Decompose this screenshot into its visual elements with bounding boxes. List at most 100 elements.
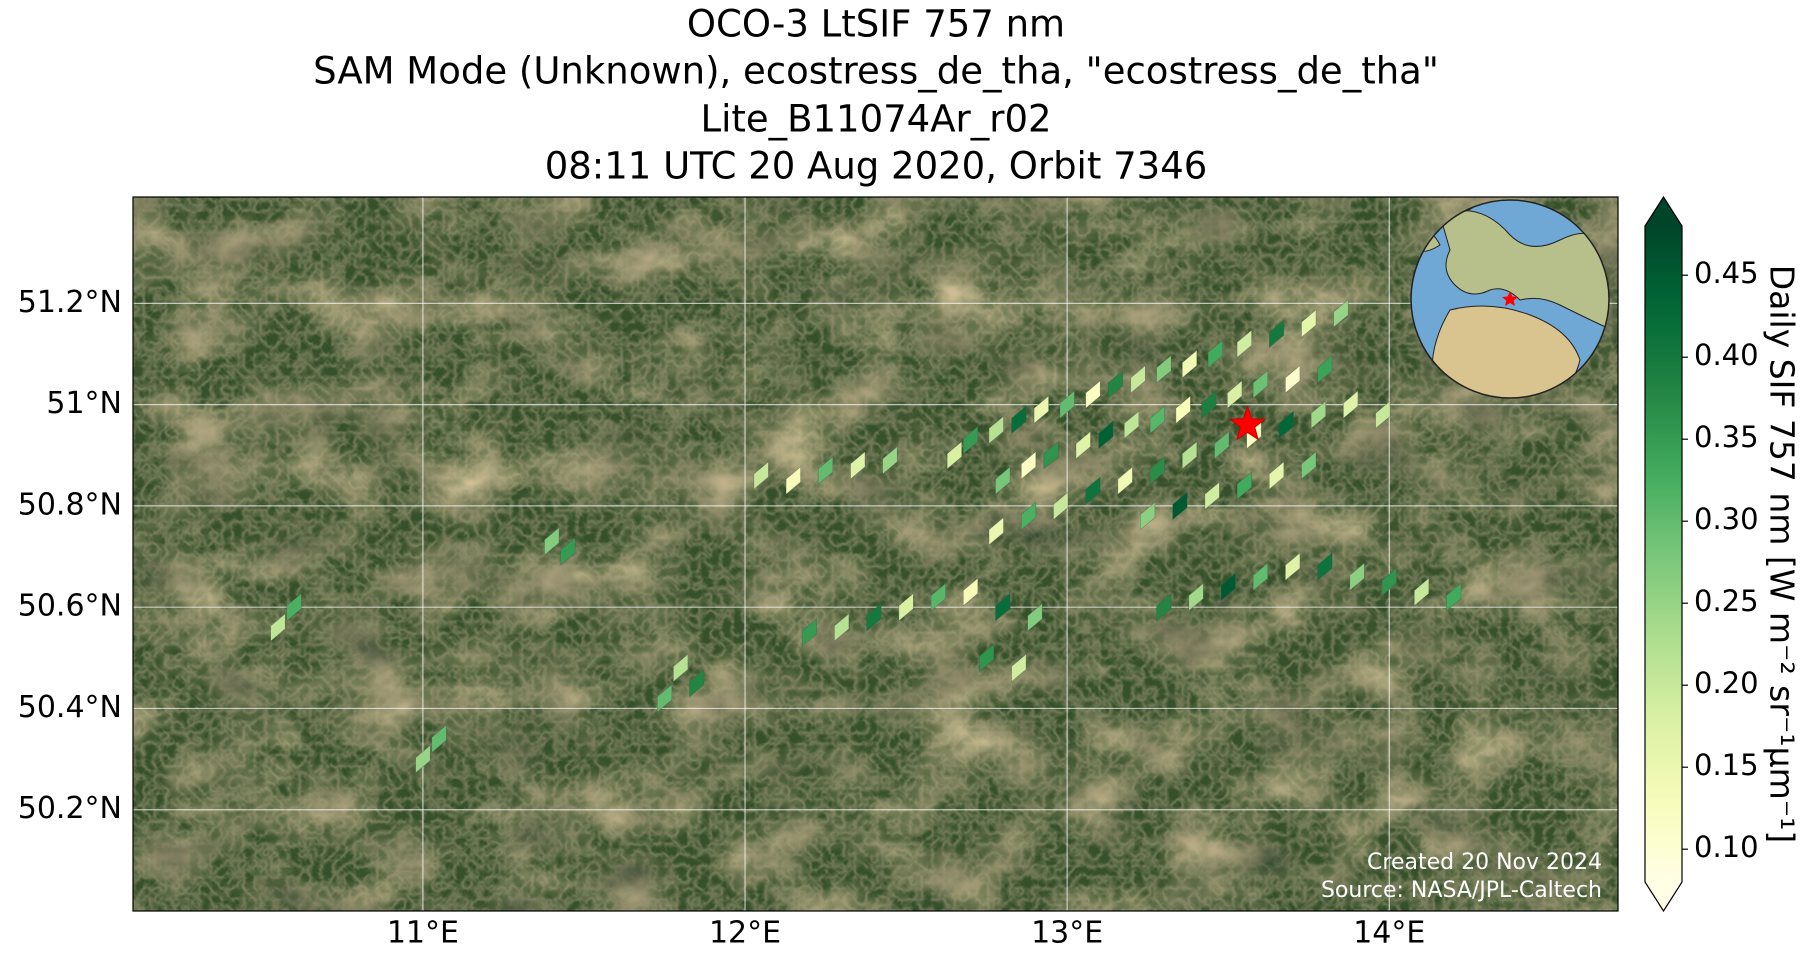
sounding-cell — [415, 744, 431, 774]
sounding-cell — [1107, 370, 1123, 399]
sounding-cell — [1252, 562, 1268, 592]
sounding-cell — [834, 613, 850, 642]
colorbar-extend-bottom — [1645, 882, 1682, 911]
sounding-cell — [270, 613, 286, 642]
sounding-cell — [1343, 390, 1359, 419]
sounding-cell — [1124, 410, 1140, 440]
sounding-cell — [801, 618, 818, 647]
y-tick-label: 50.8°N — [18, 487, 122, 522]
sounding-cell — [1236, 329, 1252, 359]
globe-outline — [1410, 199, 1610, 399]
sounding-cell — [850, 451, 866, 480]
x-tick-label: 14°E — [1353, 916, 1425, 951]
sounding-cell — [1301, 309, 1317, 338]
sounding-cell — [1207, 339, 1223, 369]
sounding-cell — [560, 537, 576, 566]
sounding-cell — [1175, 395, 1191, 425]
credits: Created 20 Nov 2024 Source: NASA/JPL-Cal… — [1321, 850, 1602, 903]
y-tick-label: 50.4°N — [18, 690, 122, 725]
sounding-cell — [1117, 466, 1133, 495]
sounding-cell — [1149, 456, 1165, 485]
globe-target — [1502, 291, 1518, 306]
map-background — [133, 197, 1618, 911]
title-line: 08:11 UTC 20 Aug 2020, Orbit 7346 — [545, 145, 1208, 188]
colorbar-label: Daily SIF 757 nm [W m⁻² sr⁻¹µm⁻¹] — [1763, 265, 1802, 844]
sounding-cell — [882, 445, 898, 475]
colorbar-tick-label: 0.30 — [1694, 502, 1759, 536]
sounding-cell — [1252, 370, 1268, 399]
sounding-cell — [656, 683, 673, 713]
overlay: 11°E 12°E 13°E 14°E 50.2°N 50.4°N 50.6°N 50.8°N… — [18, 285, 1426, 951]
colorbar-tick-label: 0.35 — [1694, 420, 1759, 454]
sounding-cell — [544, 527, 560, 556]
sounding-cell — [1075, 430, 1091, 460]
sounding-cell — [1375, 400, 1391, 430]
sounding-cell — [673, 653, 689, 683]
y-tick-label: 51°N — [46, 386, 122, 421]
colorbar-outline — [1644, 195, 1683, 913]
y-tick-label: 50.6°N — [18, 589, 122, 624]
target-star — [1229, 405, 1267, 441]
y-tick-label: 51.2°N — [18, 285, 122, 320]
sounding-cell — [1033, 395, 1049, 425]
sounding-cell — [1182, 349, 1198, 379]
sounding-cell — [1027, 602, 1043, 632]
sounding-cell — [1020, 501, 1037, 531]
sounding-cell — [946, 440, 963, 470]
sounding-cell — [995, 592, 1011, 622]
title-line: Lite_B11074Ar_r02 — [700, 98, 1051, 141]
sounding-cell — [689, 668, 705, 698]
sounding-cell — [1149, 405, 1165, 435]
colorbar-tick-label: 0.20 — [1694, 666, 1759, 700]
sounding-cell — [962, 577, 979, 607]
sounding-cell — [1269, 461, 1285, 490]
sounding-cell — [1098, 420, 1114, 450]
sounding-cell — [1130, 364, 1146, 394]
sounding-cell — [1059, 390, 1075, 419]
x-tick-label: 13°E — [1031, 916, 1103, 951]
sounding-cell — [1349, 562, 1365, 592]
colorbar: 0.10 0.15 0.20 0.25 0.30 0.35 0.40 0.45 — [1644, 195, 1759, 913]
sounding-cell — [1156, 354, 1172, 384]
sounding-cell — [979, 643, 995, 673]
colorbar-gradient — [1645, 226, 1682, 882]
sounding-cell — [1085, 380, 1101, 409]
sounding-cell — [1220, 572, 1236, 602]
credit-line: Source: NASA/JPL-Caltech — [1321, 878, 1602, 903]
globe-eurasia — [1439, 210, 1609, 331]
x-tick-label: 12°E — [709, 916, 781, 951]
sounding-cell — [431, 724, 447, 754]
colorbar-tick-label: 0.40 — [1694, 338, 1759, 372]
sounding-cell — [1285, 552, 1301, 581]
sounding-cell — [898, 592, 914, 622]
sounding-cell — [286, 592, 302, 622]
sounding-cell — [1140, 501, 1156, 531]
y-tick-label: 50.2°N — [18, 791, 122, 826]
sounding-cell — [1317, 354, 1333, 384]
colorbar-tick-label: 0.25 — [1694, 584, 1759, 618]
sounding-cell — [1172, 491, 1188, 521]
map-frame — [132, 196, 1619, 912]
sounding-cell — [1301, 451, 1317, 480]
sounding-cell — [1310, 400, 1326, 430]
title-line: OCO-3 LtSIF 757 nm — [687, 3, 1065, 46]
sounding-cell — [817, 456, 834, 485]
colorbar-tick-label: 0.15 — [1694, 748, 1759, 782]
title-block: OCO-3 LtSIF 757 nm SAM Mode (Unknown), e… — [313, 3, 1439, 188]
sounding-cell — [1011, 405, 1027, 435]
sounding-cell — [1053, 491, 1069, 521]
sounding-cell — [962, 425, 979, 455]
sounding-cell — [930, 582, 946, 612]
sounding-cell — [866, 602, 882, 632]
sounding-cell — [988, 516, 1004, 546]
colorbar-tick-label: 0.10 — [1694, 830, 1759, 864]
sounding-cell — [1285, 364, 1301, 394]
grid — [133, 197, 1618, 911]
credit-line: Created 20 Nov 2024 — [1367, 850, 1602, 875]
sounding-cell — [1446, 582, 1462, 612]
sounding-cell — [1043, 440, 1059, 470]
sounding-cell — [1182, 440, 1198, 470]
colorbar-tick-label: 0.45 — [1694, 256, 1759, 290]
sounding-cell — [1011, 653, 1027, 683]
